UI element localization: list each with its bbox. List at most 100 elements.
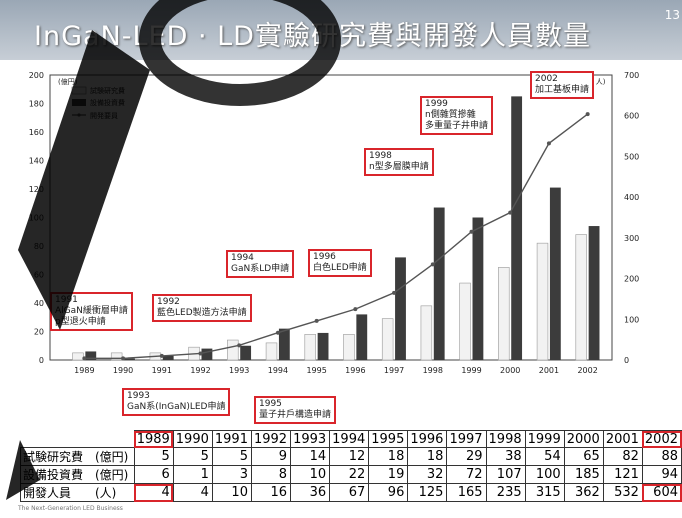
x-tick-label: 1997 xyxy=(384,366,404,375)
legend-marker-personnel xyxy=(77,113,81,117)
table-cell: 5 xyxy=(172,447,213,466)
annotation-1999: 1999 n側雜質摻雜 多重量子井申請 xyxy=(420,96,494,135)
annotation-1993: 1993 GaN系(InGaN)LED申請 xyxy=(122,388,231,416)
y2-tick-label: 300 xyxy=(624,234,639,243)
table-header-cell: 1996 xyxy=(407,430,448,448)
table-header-cell: 1994 xyxy=(329,430,370,448)
table-cell: 94 xyxy=(641,465,682,484)
y-tick-label: 20 xyxy=(34,328,44,337)
annotation-1998: 1998 n型多層膜申請 xyxy=(364,148,434,176)
slide-title: InGaN-LED · LD實驗研究費與開發人員數量 xyxy=(34,21,591,52)
table-cell: 65 xyxy=(563,447,604,466)
y-tick-label: 140 xyxy=(29,157,44,166)
table-header-cell: 1995 xyxy=(368,430,409,448)
table-cell: 125 xyxy=(407,483,448,502)
annotation-line: AlGaN緩衝層申請 xyxy=(55,306,128,316)
bar-investment-2002 xyxy=(588,226,600,360)
annotation-1994: 1994 GaN系LD申請 xyxy=(226,250,295,278)
table-header-cell: 1989 xyxy=(133,430,174,448)
bar-investment-1991 xyxy=(162,355,174,360)
table-cell: 82 xyxy=(602,447,643,466)
table-cell: 12 xyxy=(329,447,370,466)
annotation-line: 1993 xyxy=(127,391,150,401)
table-header-cell: 2002 xyxy=(641,430,682,448)
table-cell: 96 xyxy=(368,483,409,502)
table-header-cell: 1991 xyxy=(211,430,252,448)
annotation-1991: 1991 AlGaN緩衝層申請 p型退火申請 xyxy=(50,292,133,331)
annotation-line: GaN系LD申請 xyxy=(231,264,290,274)
table-cell: 362 xyxy=(563,483,604,502)
annotation-line: 白色LED申請 xyxy=(313,263,367,273)
point-personnel-2001 xyxy=(546,141,551,146)
point-personnel-2000 xyxy=(508,210,513,215)
annotation-line: n側雜質摻雜 xyxy=(425,110,476,120)
annotation-1992: 1992 藍色LED製造方法申請 xyxy=(152,294,252,322)
table-cell: 54 xyxy=(524,447,565,466)
y-tick-label: 0 xyxy=(39,356,44,365)
point-personnel-1997 xyxy=(392,290,397,295)
table-cell: 32 xyxy=(407,465,448,484)
bar-investment-1995 xyxy=(317,332,329,360)
point-personnel-2002 xyxy=(585,112,590,117)
table-cell: 18 xyxy=(407,447,448,466)
x-tick-label: 2002 xyxy=(577,366,597,375)
table-cell: 604 xyxy=(641,483,682,502)
y2-tick-label: 600 xyxy=(624,112,639,121)
x-tick-label: 1992 xyxy=(190,366,210,375)
chart: 0204060801001201401601802000100200300400… xyxy=(29,71,640,375)
bar-research-2002 xyxy=(575,234,587,361)
bar-research-1995 xyxy=(304,334,316,361)
point-personnel-1995 xyxy=(314,318,319,323)
y-tick-label: 60 xyxy=(34,271,44,280)
bar-research-2001 xyxy=(536,242,549,361)
y-tick-label: 120 xyxy=(29,185,44,194)
legend-swatch-research xyxy=(71,86,87,95)
table-cell: 16 xyxy=(250,483,292,502)
table-row: 試験研究費 (億円) 5 5 5 9 14 12 18 18 29 38 54 65 82 88 xyxy=(20,447,682,466)
x-tick-label: 1993 xyxy=(229,366,249,375)
bar-investment-1990 xyxy=(124,358,135,360)
point-personnel-1990 xyxy=(121,356,126,361)
table-cell: 5 xyxy=(133,447,174,466)
x-tick-label: 1989 xyxy=(74,366,94,375)
table-row: 設備投資費 (億円) 6 1 3 8 10 22 19 32 72 107 100 185 121 94 xyxy=(20,465,682,484)
annotation-line: 1991 xyxy=(55,295,78,305)
table-corner xyxy=(21,431,135,448)
table-cell: 29 xyxy=(446,447,487,466)
y-tick-label: 180 xyxy=(29,100,44,109)
x-tick-label: 1995 xyxy=(306,366,326,375)
table-cell: 36 xyxy=(290,483,331,502)
annotation-line: 1992 xyxy=(157,297,180,307)
y-tick-label: 80 xyxy=(34,242,44,251)
bar-investment-1989 xyxy=(85,351,97,360)
bar-investment-1993 xyxy=(240,345,252,360)
table-cell: 88 xyxy=(641,447,682,466)
y-tick-label: 40 xyxy=(34,299,44,308)
x-tick-label: 2000 xyxy=(500,366,520,375)
annotation-2002: 2002 加工基板申請 xyxy=(530,71,595,99)
x-tick-label: 1994 xyxy=(268,366,288,375)
annotation-line: 量子井戶構造申請 xyxy=(259,410,332,420)
y2-tick-label: 400 xyxy=(624,193,639,202)
bar-research-1997 xyxy=(381,318,394,361)
bar-research-1999 xyxy=(459,282,471,361)
table-cell: 8 xyxy=(250,465,292,484)
point-personnel-1993 xyxy=(237,343,242,348)
y-tick-label: 160 xyxy=(29,128,44,137)
bar-research-1993 xyxy=(227,339,239,361)
table-header-cell: 1993 xyxy=(290,430,331,448)
y-tick-label: 100 xyxy=(29,214,44,223)
table-cell: 315 xyxy=(524,483,565,502)
bar-investment-1994 xyxy=(278,328,290,360)
table-cell: 18 xyxy=(368,447,409,466)
bar-investment-1992 xyxy=(201,348,213,360)
table-row-label: 設備投資費 (億円) xyxy=(20,465,135,484)
table-row-label: 試験研究費 (億円) xyxy=(20,447,135,466)
table-header-cell: 1999 xyxy=(524,430,565,448)
bar-investment-2000 xyxy=(511,96,523,360)
annotation-line: 藍色LED製造方法申請 xyxy=(157,308,247,318)
legend-label-investment: 設備投資費 xyxy=(90,98,125,107)
y-tick-label: 200 xyxy=(29,71,44,80)
point-personnel-1991 xyxy=(159,353,164,358)
